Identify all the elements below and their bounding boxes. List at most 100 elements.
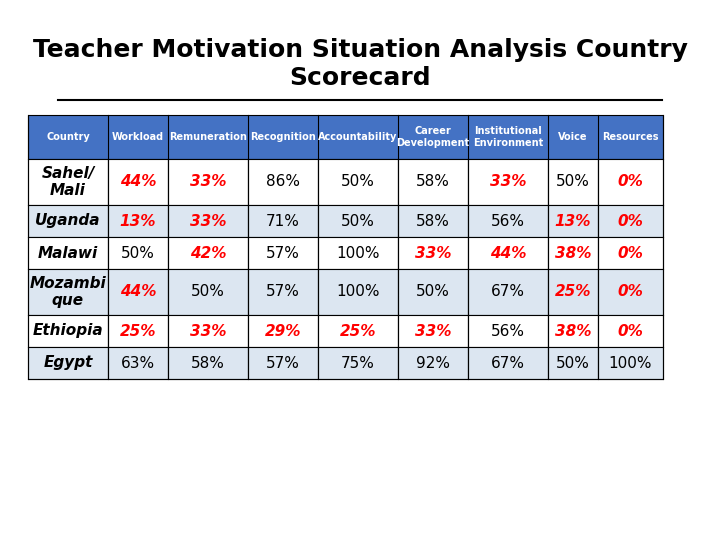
Text: 63%: 63% xyxy=(121,355,155,370)
Text: 58%: 58% xyxy=(416,174,450,190)
Bar xyxy=(598,269,663,315)
Text: Resources: Resources xyxy=(602,132,659,142)
Bar xyxy=(548,347,598,379)
Text: 50%: 50% xyxy=(341,174,375,190)
Bar xyxy=(598,237,663,269)
Bar xyxy=(28,347,108,379)
Text: 50%: 50% xyxy=(341,213,375,228)
Bar xyxy=(108,269,168,315)
Bar xyxy=(598,159,663,205)
Text: 25%: 25% xyxy=(340,323,377,339)
Bar xyxy=(168,159,248,205)
Bar xyxy=(28,315,108,347)
Text: 33%: 33% xyxy=(415,323,451,339)
Bar xyxy=(548,269,598,315)
Text: 50%: 50% xyxy=(416,285,450,300)
Text: 44%: 44% xyxy=(490,246,526,260)
Text: 56%: 56% xyxy=(491,323,525,339)
Bar xyxy=(28,159,108,205)
Bar xyxy=(398,269,468,315)
Text: 0%: 0% xyxy=(618,285,644,300)
Text: 33%: 33% xyxy=(490,174,526,190)
Bar xyxy=(598,315,663,347)
Bar xyxy=(468,205,548,237)
Text: Workload: Workload xyxy=(112,132,164,142)
Text: 44%: 44% xyxy=(120,174,156,190)
Bar xyxy=(398,159,468,205)
Bar xyxy=(168,237,248,269)
Text: Teacher Motivation Situation Analysis Country
Scorecard: Teacher Motivation Situation Analysis Co… xyxy=(32,38,688,90)
Text: 86%: 86% xyxy=(266,174,300,190)
Bar xyxy=(398,205,468,237)
Bar xyxy=(468,237,548,269)
Text: 100%: 100% xyxy=(336,285,379,300)
Text: 25%: 25% xyxy=(554,285,591,300)
Text: 92%: 92% xyxy=(416,355,450,370)
Text: Egypt: Egypt xyxy=(43,355,93,370)
Bar xyxy=(598,205,663,237)
Bar xyxy=(108,237,168,269)
Text: 0%: 0% xyxy=(618,174,644,190)
Bar xyxy=(548,237,598,269)
Bar xyxy=(28,269,108,315)
Text: 13%: 13% xyxy=(554,213,591,228)
Bar xyxy=(318,159,398,205)
Bar xyxy=(548,315,598,347)
Bar xyxy=(468,159,548,205)
Bar xyxy=(248,237,318,269)
Text: 38%: 38% xyxy=(554,323,591,339)
Bar xyxy=(248,205,318,237)
Text: 0%: 0% xyxy=(618,323,644,339)
Text: Accountability: Accountability xyxy=(318,132,397,142)
Text: Career
Development: Career Development xyxy=(397,126,469,148)
Text: 71%: 71% xyxy=(266,213,300,228)
Text: 50%: 50% xyxy=(556,355,590,370)
Bar xyxy=(398,237,468,269)
Bar xyxy=(108,159,168,205)
Text: Country: Country xyxy=(46,132,90,142)
Text: 38%: 38% xyxy=(554,246,591,260)
Text: 58%: 58% xyxy=(416,213,450,228)
Bar xyxy=(248,347,318,379)
Bar xyxy=(168,315,248,347)
Bar xyxy=(108,347,168,379)
Text: 57%: 57% xyxy=(266,285,300,300)
Text: Mozambi
que: Mozambi que xyxy=(30,276,107,308)
Text: Sahel/
Mali: Sahel/ Mali xyxy=(41,166,95,198)
Bar xyxy=(108,205,168,237)
Text: 33%: 33% xyxy=(415,246,451,260)
Text: 67%: 67% xyxy=(491,355,525,370)
Text: 56%: 56% xyxy=(491,213,525,228)
Text: Ethiopia: Ethiopia xyxy=(32,323,103,339)
Bar xyxy=(398,315,468,347)
Text: Remuneration: Remuneration xyxy=(169,132,247,142)
Text: 29%: 29% xyxy=(265,323,301,339)
Text: Uganda: Uganda xyxy=(35,213,101,228)
Bar xyxy=(318,237,398,269)
Text: 100%: 100% xyxy=(608,355,652,370)
Bar xyxy=(168,269,248,315)
Bar xyxy=(28,115,663,159)
Bar xyxy=(168,347,248,379)
Text: 100%: 100% xyxy=(336,246,379,260)
Bar xyxy=(468,347,548,379)
Bar xyxy=(108,315,168,347)
Text: 33%: 33% xyxy=(190,213,226,228)
Text: 0%: 0% xyxy=(618,213,644,228)
Bar xyxy=(248,269,318,315)
Text: 58%: 58% xyxy=(191,355,225,370)
Text: 75%: 75% xyxy=(341,355,375,370)
Bar xyxy=(598,347,663,379)
Text: 57%: 57% xyxy=(266,246,300,260)
Bar xyxy=(468,269,548,315)
Bar xyxy=(548,205,598,237)
Text: 0%: 0% xyxy=(618,246,644,260)
Text: 50%: 50% xyxy=(556,174,590,190)
Bar xyxy=(28,205,108,237)
Bar xyxy=(248,315,318,347)
Text: 13%: 13% xyxy=(120,213,156,228)
Text: 50%: 50% xyxy=(121,246,155,260)
Text: Voice: Voice xyxy=(558,132,588,142)
Bar xyxy=(318,315,398,347)
Text: 44%: 44% xyxy=(120,285,156,300)
